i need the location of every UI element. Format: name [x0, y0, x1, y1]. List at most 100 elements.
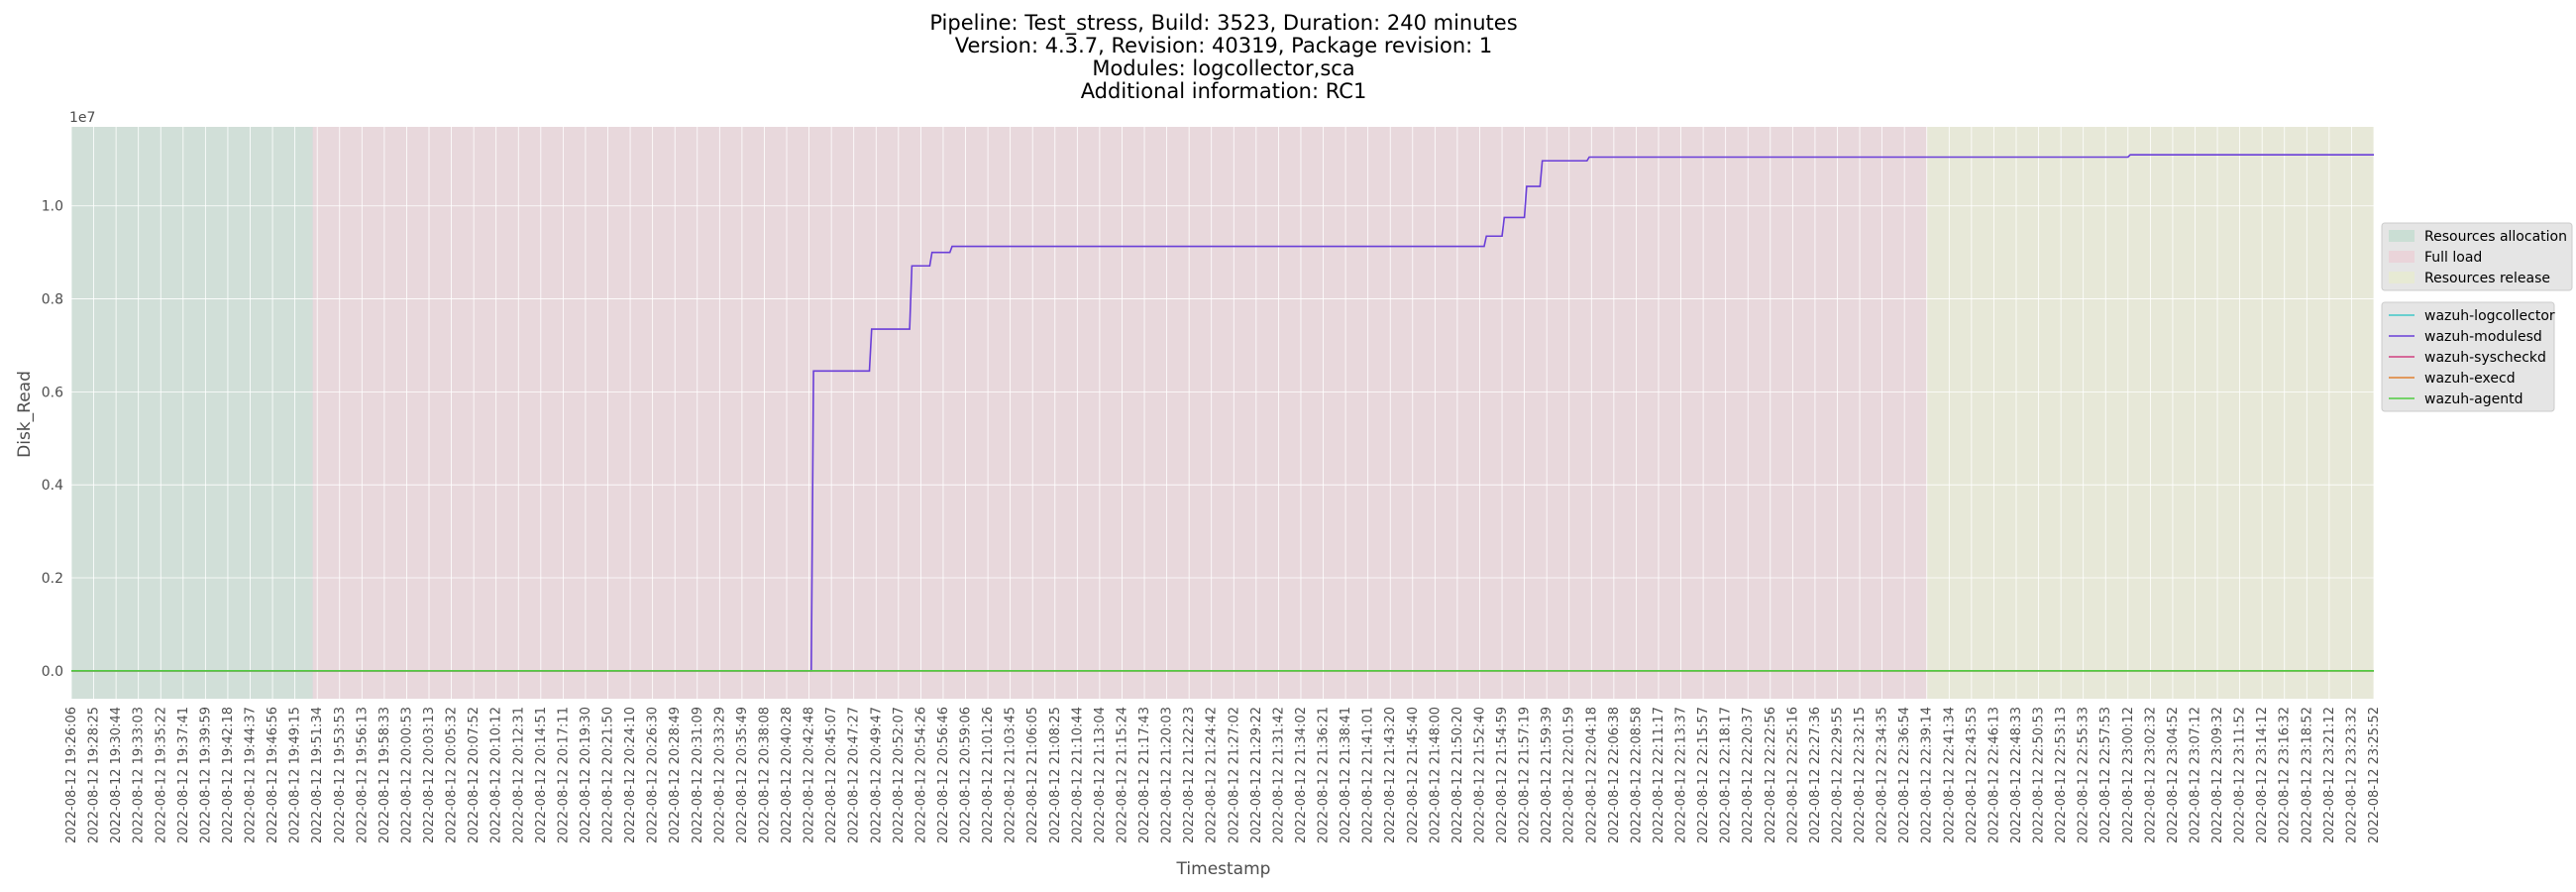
x-tick-label: 2022-08-12 21:48:00 — [1428, 707, 1443, 843]
x-tick-label: 2022-08-12 21:03:45 — [1004, 707, 1019, 843]
x-tick-label: 2022-08-12 21:10:44 — [1070, 707, 1085, 843]
x-tick-label: 2022-08-12 21:20:03 — [1160, 707, 1175, 843]
x-tick-label: 2022-08-12 23:23:32 — [2344, 707, 2359, 843]
x-tick-label: 2022-08-12 23:07:12 — [2188, 707, 2202, 843]
x-tick-label: 2022-08-12 21:36:21 — [1317, 707, 1332, 843]
x-tick-label: 2022-08-12 21:43:20 — [1383, 707, 1398, 843]
x-tick-label: 2022-08-12 23:18:52 — [2300, 707, 2314, 843]
x-tick-label: 2022-08-12 22:06:38 — [1607, 707, 1622, 843]
x-tick-label: 2022-08-12 22:20:37 — [1741, 707, 1756, 843]
x-tick-label: 2022-08-12 22:53:13 — [2054, 707, 2069, 843]
x-tick-label: 2022-08-12 22:39:14 — [1920, 707, 1935, 843]
x-tick-label: 2022-08-12 22:22:56 — [1764, 707, 1778, 843]
x-tick-label: 2022-08-12 19:46:56 — [266, 707, 280, 843]
x-tick-label: 2022-08-12 20:12:31 — [511, 707, 526, 843]
x-tick-label: 2022-08-12 22:13:37 — [1674, 707, 1689, 843]
x-tick-label: 2022-08-12 21:59:39 — [1540, 707, 1555, 843]
legend-label-resources-release: Resources release — [2424, 271, 2550, 286]
legend-label-resources-allocation: Resources allocation — [2424, 229, 2567, 245]
x-tick-label: 2022-08-12 21:17:43 — [1137, 707, 1152, 843]
x-tick-label: 2022-08-12 21:54:59 — [1495, 707, 1510, 843]
legend-swatch-full-load — [2389, 251, 2415, 263]
title-line-3: Modules: logcollector,sca — [1092, 56, 1354, 80]
y-axis-label: Disk_Read — [15, 371, 35, 458]
legend-label-wazuh-syscheckd: wazuh-syscheckd — [2424, 350, 2546, 366]
chart-title: Pipeline: Test_stress, Build: 3523, Dura… — [929, 11, 1517, 103]
x-tick-labels: 2022-08-12 19:26:06 2022-08-12 19:28:25 20… — [64, 707, 2382, 843]
x-tick-label: 2022-08-12 20:10:12 — [489, 707, 504, 843]
legend-label-wazuh-logcollector: wazuh-logcollector — [2424, 308, 2555, 324]
grid-lines — [70, 127, 2375, 699]
x-tick-label: 2022-08-12 20:59:06 — [959, 707, 974, 843]
x-tick-label: 2022-08-12 20:19:30 — [579, 707, 593, 843]
x-tick-label: 2022-08-12 20:45:07 — [824, 707, 839, 843]
x-tick-label: 2022-08-12 23:21:12 — [2322, 707, 2337, 843]
x-tick-label: 2022-08-12 21:01:26 — [981, 707, 996, 843]
legend-swatch-resources-allocation — [2389, 230, 2415, 242]
x-tick-label: 2022-08-12 20:21:50 — [601, 707, 616, 843]
x-tick-label: 2022-08-12 22:50:53 — [2032, 707, 2047, 843]
y-tick-label: 0.0 — [42, 664, 63, 680]
legend-swatch-resources-release — [2389, 272, 2415, 283]
x-tick-label: 2022-08-12 21:50:20 — [1450, 707, 1465, 843]
x-tick-label: 2022-08-12 19:35:22 — [154, 707, 168, 843]
x-tick-label: 2022-08-12 22:55:33 — [2077, 707, 2092, 843]
x-tick-label: 2022-08-12 23:00:12 — [2121, 707, 2136, 843]
title-line-2: Version: 4.3.7, Revision: 40319, Package… — [955, 34, 1493, 57]
x-tick-label: 2022-08-12 19:44:37 — [244, 707, 259, 843]
x-tick-label: 2022-08-12 19:42:18 — [221, 707, 236, 843]
phase-band-full-load — [312, 127, 1927, 699]
title-line-1: Pipeline: Test_stress, Build: 3523, Dura… — [929, 11, 1517, 36]
x-tick-label: 2022-08-12 19:33:03 — [132, 707, 147, 843]
x-tick-label: 2022-08-12 20:31:09 — [691, 707, 705, 843]
x-tick-label: 2022-08-12 21:27:02 — [1227, 707, 1241, 843]
x-tick-label: 2022-08-12 20:35:49 — [735, 707, 750, 843]
plot-area — [71, 127, 2374, 699]
phase-backgrounds — [71, 127, 2374, 699]
x-tick-label: 2022-08-12 21:08:25 — [1048, 707, 1063, 843]
x-tick-label: 2022-08-12 20:47:27 — [847, 707, 862, 843]
x-tick-label: 2022-08-12 22:36:54 — [1897, 707, 1912, 843]
x-tick-label: 2022-08-12 20:54:26 — [913, 707, 928, 843]
phase-band-resources-allocation — [71, 127, 313, 699]
legend-label-wazuh-execd: wazuh-execd — [2424, 371, 2516, 387]
y-tick-label: 0.8 — [42, 292, 63, 308]
x-tick-label: 2022-08-12 21:22:23 — [1182, 707, 1197, 843]
x-tick-label: 2022-08-12 20:14:51 — [534, 707, 549, 843]
x-tick-label: 2022-08-12 21:57:19 — [1518, 707, 1533, 843]
x-tick-label: 2022-08-12 21:29:22 — [1249, 707, 1264, 843]
legend-label-wazuh-modulesd: wazuh-modulesd — [2424, 329, 2542, 345]
x-tick-label: 2022-08-12 22:34:35 — [1876, 707, 1890, 843]
series-legend-frame — [2381, 301, 2555, 412]
series-legend: wazuh-logcollector wazuh-modulesd wazuh-… — [2381, 301, 2555, 412]
x-tick-label: 2022-08-12 23:04:52 — [2166, 707, 2181, 843]
x-tick-label: 2022-08-12 19:30:44 — [109, 707, 124, 843]
x-tick-label: 2022-08-12 23:16:32 — [2278, 707, 2293, 843]
x-tick-label: 2022-08-12 20:52:07 — [892, 707, 907, 843]
x-tick-label: 2022-08-12 20:38:08 — [757, 707, 772, 843]
y-tick-label: 1.0 — [42, 199, 63, 215]
x-tick-label: 2022-08-12 23:02:32 — [2143, 707, 2158, 843]
x-tick-label: 2022-08-12 22:04:18 — [1584, 707, 1599, 843]
x-tick-label: 2022-08-12 22:15:57 — [1696, 707, 1711, 843]
x-tick-label: 2022-08-12 22:48:33 — [2009, 707, 2024, 843]
x-tick-label: 2022-08-12 19:39:59 — [198, 707, 213, 843]
x-tick-label: 2022-08-12 23:25:52 — [2367, 707, 2382, 843]
x-tick-label: 2022-08-12 21:13:04 — [1093, 707, 1108, 843]
x-tick-label: 2022-08-12 22:29:55 — [1830, 707, 1845, 843]
x-tick-label: 2022-08-12 20:28:49 — [668, 707, 683, 843]
x-tick-label: 2022-08-12 20:07:52 — [467, 707, 482, 843]
x-tick-label: 2022-08-12 22:11:17 — [1652, 707, 1666, 843]
x-tick-label: 2022-08-12 22:46:13 — [1986, 707, 2001, 843]
x-tick-label: 2022-08-12 21:15:24 — [1115, 707, 1129, 843]
x-tick-label: 2022-08-12 20:03:13 — [422, 707, 437, 843]
x-tick-label: 2022-08-12 21:38:41 — [1339, 707, 1353, 843]
x-tick-label: 2022-08-12 23:14:12 — [2255, 707, 2270, 843]
x-tick-label: 2022-08-12 22:57:53 — [2098, 707, 2113, 843]
x-tick-label: 2022-08-12 21:06:05 — [1025, 707, 1040, 843]
x-tick-label: 2022-08-12 23:11:52 — [2233, 707, 2248, 843]
x-tick-label: 2022-08-12 20:17:11 — [556, 707, 571, 843]
x-tick-label: 2022-08-12 22:43:53 — [1965, 707, 1980, 843]
x-tick-label: 2022-08-12 22:32:15 — [1853, 707, 1868, 843]
